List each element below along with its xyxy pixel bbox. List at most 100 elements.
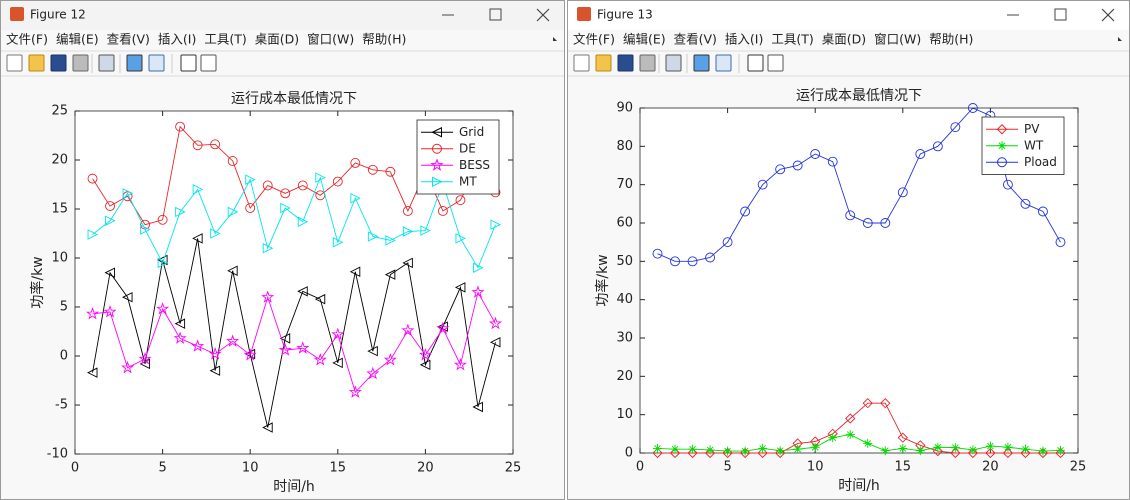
- close-button[interactable]: [536, 8, 550, 22]
- menu-item[interactable]: 插入(I): [725, 32, 763, 47]
- data-marker: [349, 266, 361, 277]
- data-marker: [209, 365, 221, 376]
- legend-marker: [430, 158, 444, 171]
- menu-item[interactable]: 编辑(E): [623, 32, 666, 47]
- data-marker: [227, 206, 239, 218]
- data-marker: [1055, 237, 1066, 248]
- toolbar-button[interactable]: [98, 54, 115, 72]
- toolbar-button[interactable]: [28, 54, 45, 72]
- menu-item[interactable]: 查看(V): [107, 32, 150, 47]
- toolbar-button[interactable]: [639, 54, 656, 72]
- toolbar-button[interactable]: [6, 54, 23, 72]
- data-marker: [845, 430, 855, 440]
- data-marker: [915, 446, 925, 456]
- toolbar-button[interactable]: [767, 54, 784, 72]
- data-marker: [366, 366, 380, 380]
- toolbar-button[interactable]: [573, 54, 590, 72]
- data-marker: [175, 206, 186, 218]
- x-tick-label: 0: [636, 460, 644, 475]
- data-marker: [880, 218, 891, 228]
- x-tick-label: 20: [417, 461, 434, 476]
- toolbar-button[interactable]: [617, 54, 634, 72]
- menu-item[interactable]: 文件(F): [573, 32, 615, 47]
- legend-label: Pload: [1024, 155, 1057, 169]
- data-marker: [757, 179, 768, 190]
- data-marker: [262, 180, 273, 191]
- data-marker: [705, 445, 715, 455]
- data-marker: [350, 192, 361, 204]
- y-axis-label: 功率/kw: [29, 256, 46, 308]
- toolbar-button[interactable]: [126, 54, 143, 72]
- menu-item[interactable]: 桌面(D): [255, 32, 299, 47]
- data-marker: [313, 353, 327, 366]
- close-button[interactable]: [1101, 8, 1115, 22]
- legend-label: WT: [1024, 138, 1044, 152]
- toolbar-button[interactable]: [50, 54, 67, 72]
- data-marker: [897, 187, 908, 198]
- toolbar-button[interactable]: [148, 54, 165, 72]
- menu-item[interactable]: 帮助(H): [929, 32, 973, 47]
- data-marker: [1020, 198, 1031, 209]
- y-tick-label: 5: [60, 300, 68, 315]
- data-marker: [897, 432, 908, 443]
- data-marker: [652, 447, 663, 459]
- y-axis-label: 功率/kw: [594, 254, 611, 306]
- y-tick-label: 60: [616, 216, 633, 231]
- data-marker: [227, 265, 238, 276]
- maximize-button[interactable]: [1054, 8, 1067, 21]
- menu-item[interactable]: 窗口(W): [307, 32, 354, 47]
- data-marker: [173, 331, 187, 344]
- menu-bar: [568, 30, 1129, 50]
- toolbar-button[interactable]: [665, 54, 682, 72]
- legend-marker: [432, 176, 443, 188]
- data-marker: [402, 226, 414, 237]
- toolbar-button[interactable]: [200, 54, 217, 72]
- legend: PV WT Pload: [981, 116, 1065, 175]
- menu-item[interactable]: 工具(T): [771, 32, 813, 47]
- data-marker: [1002, 447, 1014, 459]
- data-marker: [1002, 179, 1013, 190]
- toolbar-button[interactable]: [595, 54, 612, 72]
- data-marker: [670, 444, 680, 454]
- maximize-button[interactable]: [489, 8, 502, 21]
- x-axis-label: 时间/h: [838, 478, 880, 494]
- toolbar-button[interactable]: [693, 54, 710, 72]
- legend-label: BESS: [459, 158, 490, 172]
- data-marker: [383, 353, 397, 366]
- menu-item[interactable]: 帮助(H): [362, 32, 406, 47]
- data-marker: [862, 218, 873, 228]
- data-marker: [105, 215, 116, 226]
- x-tick-label: 5: [158, 461, 166, 476]
- data-marker: [950, 122, 961, 133]
- data-marker: [687, 447, 698, 459]
- data-marker: [1038, 206, 1048, 217]
- data-marker: [243, 348, 257, 361]
- legend: Grid DE BESS MT: [416, 119, 500, 195]
- menu-item[interactable]: 工具(T): [204, 32, 246, 47]
- y-tick-label: 90: [616, 101, 633, 116]
- data-marker: [1003, 442, 1013, 452]
- y-tick-label: -10: [47, 447, 68, 462]
- toolbar-button[interactable]: [72, 54, 89, 72]
- toolbar-button[interactable]: [715, 54, 732, 72]
- toolbar-button[interactable]: [180, 54, 197, 72]
- menu-item[interactable]: 编辑(E): [56, 32, 99, 47]
- data-marker: [472, 401, 483, 413]
- x-tick-label: 20: [982, 460, 999, 475]
- menu-item[interactable]: 窗口(W): [874, 32, 921, 47]
- legend-marker: [432, 143, 443, 154]
- menu-item[interactable]: 插入(I): [158, 32, 196, 47]
- menu-item[interactable]: 桌面(D): [822, 32, 866, 47]
- toolbar-button[interactable]: [747, 54, 764, 72]
- menu-item[interactable]: 文件(F): [6, 32, 48, 47]
- data-marker: [297, 286, 308, 297]
- data-marker: [315, 172, 326, 183]
- data-marker: [898, 443, 908, 453]
- data-marker: [723, 446, 733, 456]
- data-marker: [740, 446, 750, 456]
- menu-item[interactable]: 查看(V): [674, 32, 717, 47]
- data-marker: [210, 228, 221, 239]
- data-marker: [932, 445, 943, 457]
